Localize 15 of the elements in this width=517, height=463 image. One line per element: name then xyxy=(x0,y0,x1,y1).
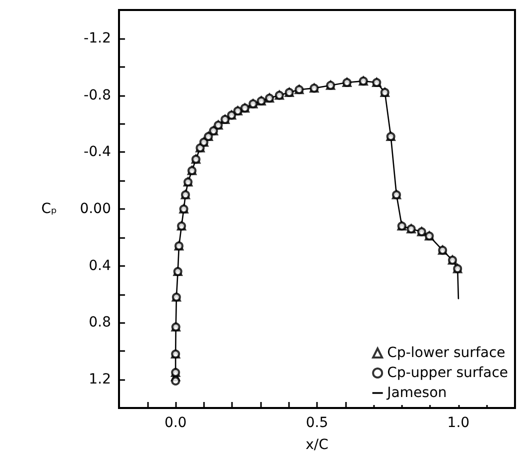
y-tick-label: 0.00 xyxy=(80,201,111,217)
legend-label: Jameson xyxy=(386,385,447,401)
x-tick-label: 0.0 xyxy=(164,415,187,431)
legend-label: Cp-lower surface xyxy=(387,345,506,361)
x-tick-label: 1.0 xyxy=(447,415,470,431)
y-tick-label: 1.2 xyxy=(88,372,111,388)
y-tick-label: 0.4 xyxy=(88,258,112,274)
x-axis-title: x/C xyxy=(306,437,329,453)
y-tick-label: -1.2 xyxy=(84,30,111,46)
y-tick-label: -0.8 xyxy=(84,87,111,104)
y-tick-label: -0.4 xyxy=(84,144,112,160)
y-tick-label: 0.8 xyxy=(88,314,111,331)
x-tick-label: 0.5 xyxy=(306,415,328,431)
y-axis-title: Cₚ xyxy=(41,201,57,217)
legend-label: Cp-upper surface xyxy=(387,365,508,381)
